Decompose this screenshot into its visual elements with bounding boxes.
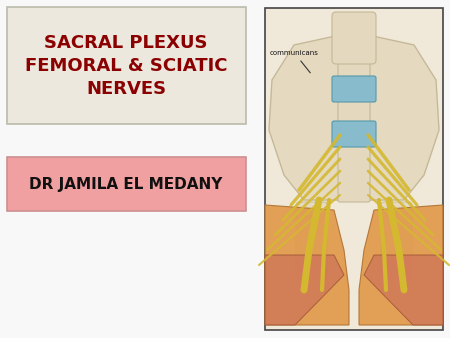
Polygon shape: [364, 255, 443, 325]
Polygon shape: [368, 35, 439, 200]
FancyBboxPatch shape: [332, 76, 376, 102]
Text: DR JAMILA EL MEDANY: DR JAMILA EL MEDANY: [29, 176, 223, 192]
FancyBboxPatch shape: [332, 12, 376, 64]
Polygon shape: [265, 205, 349, 325]
FancyBboxPatch shape: [7, 7, 246, 124]
FancyBboxPatch shape: [338, 28, 370, 202]
FancyBboxPatch shape: [381, 202, 412, 278]
Polygon shape: [359, 205, 443, 325]
Text: communicans: communicans: [270, 50, 319, 73]
Bar: [265, 8, 443, 330]
Bar: [0, 0, 260, 338]
FancyBboxPatch shape: [332, 121, 376, 147]
Polygon shape: [265, 255, 344, 325]
FancyBboxPatch shape: [7, 157, 246, 211]
Polygon shape: [269, 35, 340, 200]
Text: SACRAL PLEXUS
FEMORAL & SCIATIC
NERVES: SACRAL PLEXUS FEMORAL & SCIATIC NERVES: [25, 34, 227, 98]
FancyBboxPatch shape: [296, 202, 327, 278]
